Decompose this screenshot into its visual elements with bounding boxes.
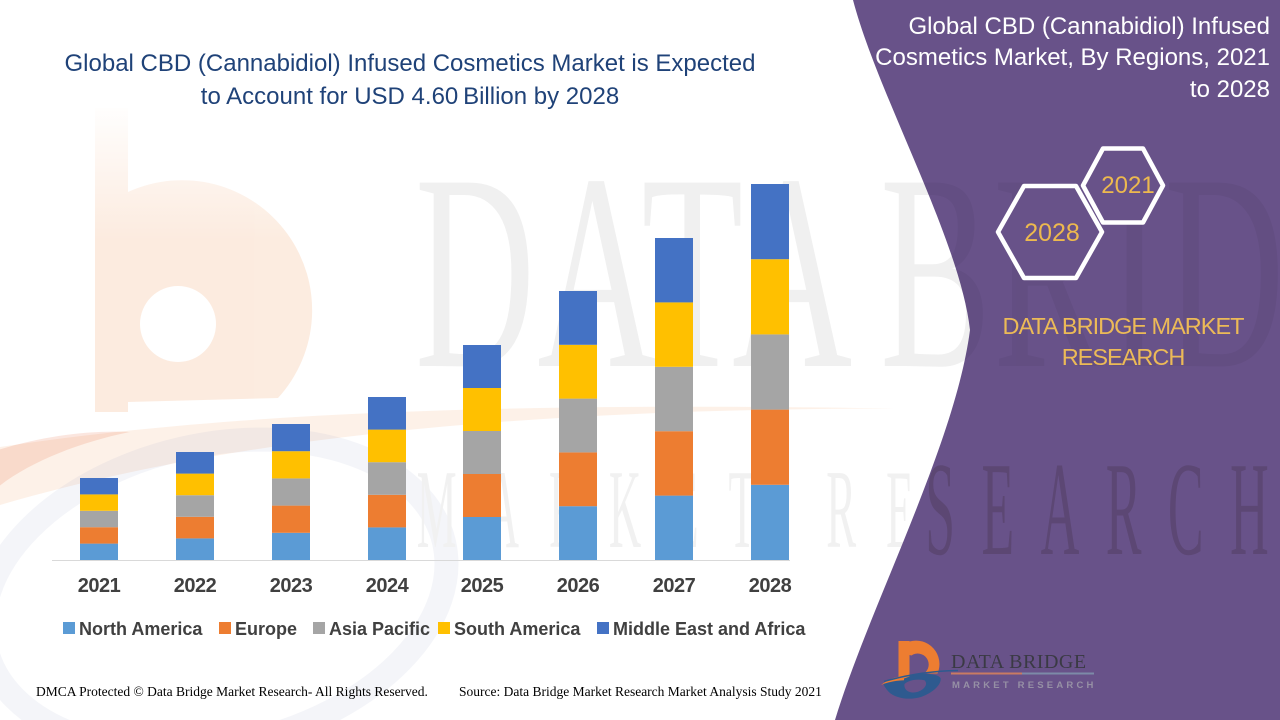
svg-text:DATA BRIDGE: DATA BRIDGE <box>951 651 1087 673</box>
svg-text:MARKET RESEARCH: MARKET RESEARCH <box>952 680 1097 691</box>
